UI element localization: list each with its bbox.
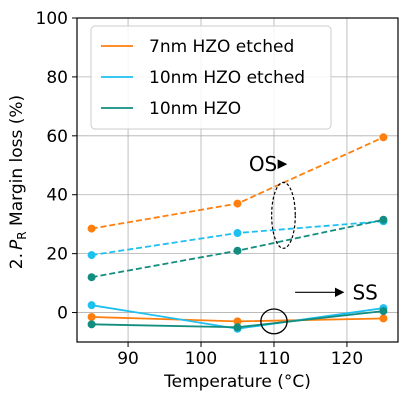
series-4-ss <box>87 312 388 326</box>
y-tick-label: 100 <box>36 9 68 29</box>
x-tick-label: 90 <box>117 349 139 369</box>
series-3-os <box>87 215 388 282</box>
data-point <box>233 323 242 332</box>
legend-box <box>90 25 332 130</box>
x-tick-label: 100 <box>185 349 217 369</box>
data-point <box>233 317 242 326</box>
x-tick-label: 110 <box>258 349 290 369</box>
ss-ellipse <box>260 308 288 335</box>
os-label: OS <box>249 152 277 176</box>
data-point <box>87 273 96 282</box>
data-point <box>87 301 96 310</box>
y-tick-label: 40 <box>46 186 68 206</box>
x-tick-label: 120 <box>331 349 363 369</box>
y-tick-label: 20 <box>46 245 68 265</box>
annotation-layer: OS SS <box>249 152 378 335</box>
y-tick-label: 80 <box>46 68 68 88</box>
series-2-os <box>87 217 388 260</box>
data-point <box>87 224 96 233</box>
plot-frame <box>76 17 399 343</box>
series-layer <box>87 133 388 333</box>
y-tick-label: 0 <box>57 304 68 324</box>
data-point <box>379 133 388 142</box>
y-axis-label-subscript: R <box>15 231 29 239</box>
legend-label: 10nm HZO etched <box>149 68 305 88</box>
y-axis-label-suffix: Margin loss (%) <box>7 95 27 232</box>
tick-layer: 90 100 110 120 0 20 40 60 80 100 <box>36 9 364 369</box>
y-tick-label: 60 <box>46 127 68 147</box>
data-point <box>87 312 96 321</box>
data-point <box>233 246 242 255</box>
data-point <box>87 320 96 329</box>
data-point <box>379 215 388 224</box>
series-line <box>91 136 384 230</box>
data-point <box>233 199 242 208</box>
y-axis-label-prefix: 2. <box>7 253 27 269</box>
data-point <box>233 229 242 238</box>
ss-label: SS <box>352 280 377 304</box>
series-1-os <box>87 133 388 233</box>
x-axis-label: Temperature (°C) <box>163 372 311 392</box>
legend: 7nm HZO etched 10nm HZO etched 10nm HZO <box>90 25 332 130</box>
data-point <box>87 251 96 260</box>
y-axis-label-symbol: P <box>7 239 27 250</box>
legend-label: 7nm HZO etched <box>149 37 294 57</box>
series-6-ss <box>87 307 388 332</box>
legend-label: 10nm HZO <box>149 99 241 119</box>
y-axis-label: 2. PR Margin loss (%) <box>7 95 29 269</box>
os-ellipse <box>271 181 296 249</box>
data-point <box>379 307 388 316</box>
data-point <box>379 314 388 323</box>
